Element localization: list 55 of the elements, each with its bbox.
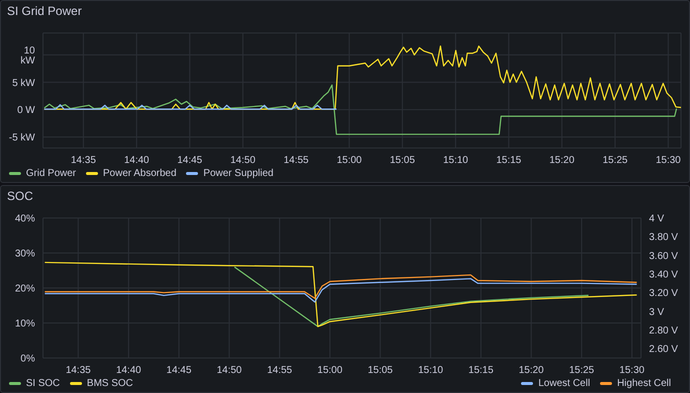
y-tick-label: -5 kW [8, 132, 36, 144]
line-series [44, 278, 638, 303]
x-tick-label: 15:20 [549, 155, 575, 166]
x-tick-label: 15:30 [619, 365, 645, 376]
x-tick-label: 14:40 [124, 155, 150, 166]
y2-tick-label: 2.80 V [649, 326, 678, 337]
y2-tick-label: 3.20 V [649, 288, 678, 300]
line-series [44, 262, 638, 328]
y2-tick-label: 3.80 V [649, 232, 678, 244]
x-tick-label: 14:50 [230, 155, 256, 166]
y2-tick-label: 3.60 V [649, 250, 678, 262]
y2-tick-label: 3.40 V [649, 270, 678, 281]
x-tick-label: 15:15 [468, 365, 494, 376]
x-tick-label: 15:25 [602, 155, 628, 166]
legend-label: Grid Power [26, 168, 76, 178]
x-tick-label: 15:00 [336, 155, 362, 166]
legend-label: Power Absorbed [103, 168, 176, 178]
x-tick-label: 14:55 [284, 155, 310, 166]
legend-label: SI SOC [26, 378, 60, 388]
x-tick-label: 14:45 [177, 155, 203, 166]
y-tick-label: 30% [14, 248, 36, 260]
x-tick-label: 15:00 [317, 365, 343, 376]
line-series [234, 266, 590, 328]
x-tick-label: 15:05 [368, 365, 394, 376]
y-tick-label: 5 kW [12, 78, 36, 89]
legend-label: Lowest Cell [538, 378, 590, 388]
y-tick-label: 20% [14, 284, 36, 295]
x-tick-label: 15:10 [418, 365, 444, 376]
x-tick-label: 15:25 [569, 365, 595, 376]
y-tick-label: 10 kW [20, 45, 36, 66]
x-tick-label: 15:20 [518, 365, 544, 376]
line-series [44, 84, 678, 135]
x-tick-label: 14:40 [116, 365, 142, 376]
x-tick-label: 15:10 [443, 155, 469, 166]
x-tick-label: 15:15 [496, 155, 522, 166]
line-series [44, 274, 638, 299]
x-tick-label: 14:35 [66, 365, 92, 376]
y2-tick-label: 4 V [649, 214, 664, 225]
x-tick-label: 15:05 [390, 155, 416, 166]
legend-label: Highest Cell [617, 378, 671, 388]
x-tick-label: 14:55 [267, 365, 293, 376]
y-tick-label: 40% [14, 214, 36, 225]
y2-tick-label: 2.60 V [649, 344, 678, 356]
x-tick-label: 14:35 [70, 155, 96, 166]
x-tick-label: 14:50 [216, 365, 242, 376]
chart-title: SI Grid Power [6, 3, 83, 20]
x-tick-label: 15:30 [656, 155, 682, 166]
y-tick-label: 0 W [17, 105, 36, 116]
y2-tick-label: 3 V [649, 306, 664, 318]
y-tick-label: 0% [20, 354, 36, 365]
x-tick-label: 14:45 [166, 365, 192, 376]
chart-title: SOC [6, 188, 34, 205]
legend-label: Power Supplied [203, 168, 274, 178]
legend-label: BMS SOC [86, 378, 134, 388]
y-tick-label: 10% [14, 318, 36, 330]
